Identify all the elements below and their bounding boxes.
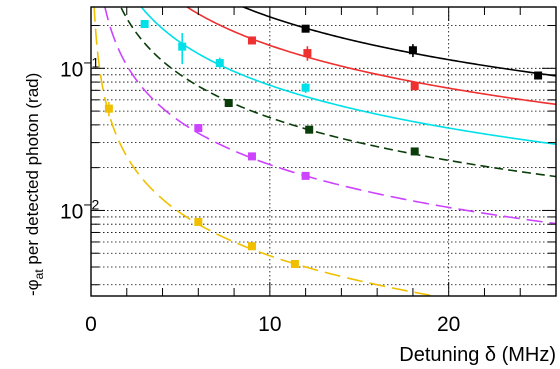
fit-curve-series-2 [185,7,556,106]
tick-layer [90,7,557,296]
data-point-series-6 [290,259,299,268]
y-axis-title-main: -φ [23,279,42,296]
data-point-series-4 [224,99,233,108]
data-point-series-5 [247,152,256,161]
y-tick-label: 10−1 [60,54,100,81]
data-point-series-4 [305,125,314,134]
y-tick-label-exponent: −1 [83,54,99,70]
x-tick-label: 0 [85,313,97,336]
data-point-series-5 [301,171,310,180]
data-point-series-2 [303,49,312,58]
y-tick-label-base: 10 [60,200,83,223]
data-point-series-1 [301,24,310,33]
data-point-series-2 [410,82,419,91]
data-point-series-5 [194,124,203,133]
y-axis-title-rest: per detected photon (rad) [23,73,42,270]
fit-curve-series-1 [241,7,556,77]
data-point-series-3 [178,42,187,51]
data-point-series-6 [247,242,256,251]
fit-curve-series-6 [93,7,439,296]
x-tick-label: 10 [258,313,281,336]
data-point-series-1 [408,46,417,55]
x-axis-title: Detuning δ (MHz) [399,344,556,366]
data-point-series-6 [194,217,203,226]
data-point-series-3 [301,83,310,92]
point-layer [104,19,543,268]
data-point-series-2 [247,36,256,45]
data-point-series-1 [534,71,543,80]
fit-curve-series-4 [119,7,556,178]
data-point-series-4 [410,147,419,156]
data-point-series-6 [104,104,113,113]
x-tick-label: 20 [437,313,460,336]
fit-curve-series-3 [140,7,556,146]
data-point-series-3 [140,19,149,28]
y-tick-label: 10−2 [60,196,100,223]
y-axis-title-group: -φat per detected photon (rad) [23,73,46,296]
y-tick-label-base: 10 [60,58,83,81]
data-point-series-3 [215,58,224,67]
plot-frame [90,6,557,297]
y-axis-title-subscript: at [32,269,46,280]
y-axis-title: -φat per detected photon (rad) [23,73,46,296]
grid-layer [91,7,556,296]
plot-background [91,7,556,296]
y-tick-label-exponent: −2 [83,196,99,212]
